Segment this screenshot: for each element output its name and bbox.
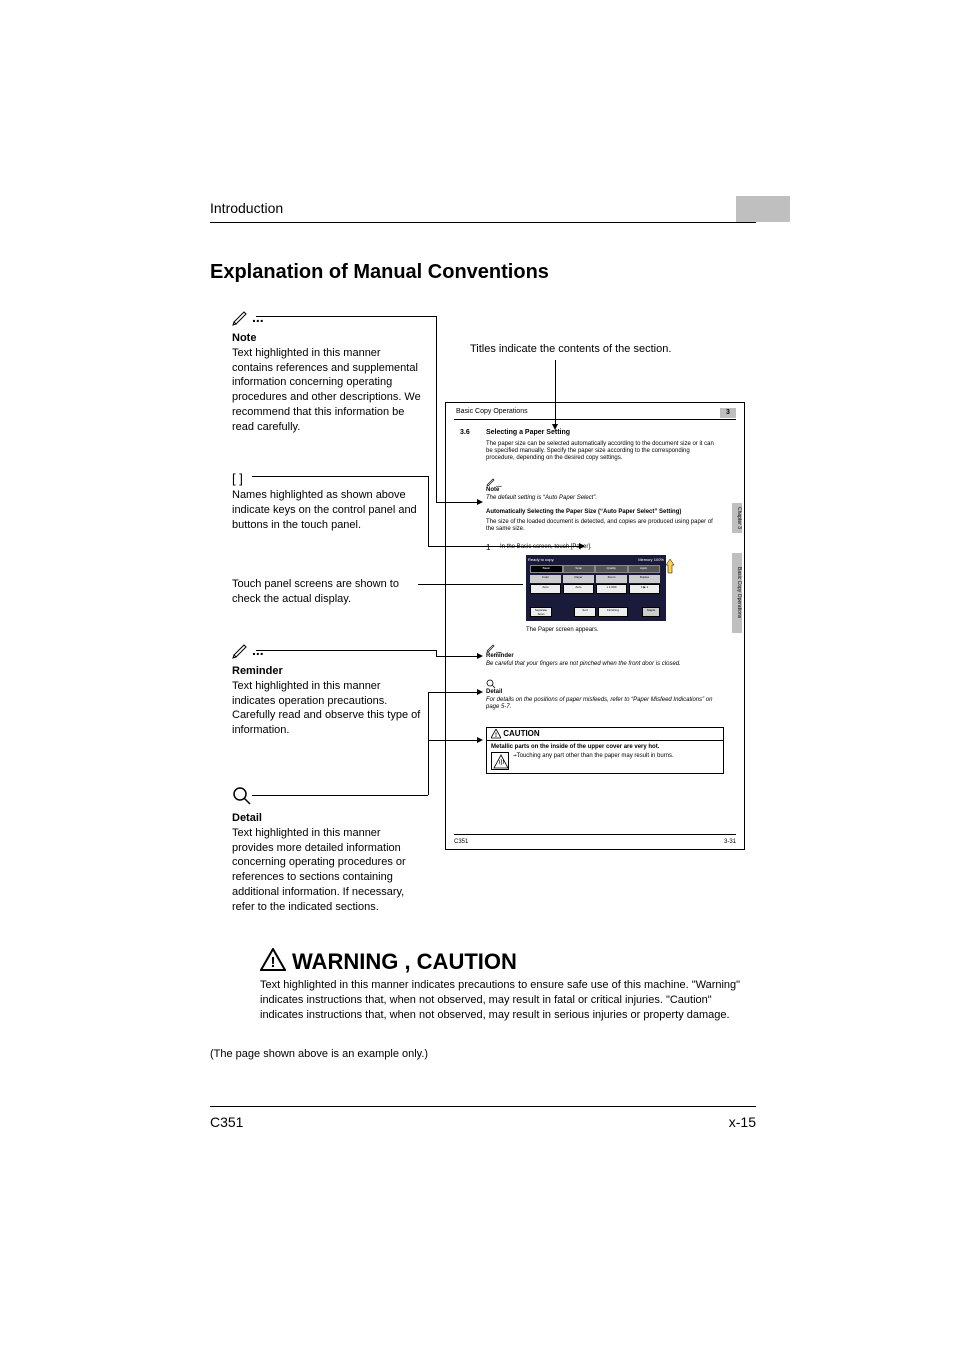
brackets-callout: [ ] Names highlighted as shown above ind…: [232, 470, 422, 532]
callout-connector: [256, 650, 436, 651]
callout-connector: [428, 476, 429, 546]
note-text: Text highlighted in this manner contains…: [232, 347, 421, 433]
footer-rule: [210, 1106, 756, 1107]
warning-icon: !: [260, 948, 286, 977]
sample-caution-box: ! CAUTION Metallic parts on the inside o…: [486, 727, 724, 774]
magnifier-icon: [232, 797, 252, 809]
callout-connector: [252, 795, 428, 796]
pen-icon: [232, 650, 252, 662]
sample-sec-title: Selecting a Paper Setting: [486, 429, 570, 436]
caution-head: ! CAUTION: [487, 728, 723, 741]
pen-icon: [232, 317, 252, 329]
rule: [454, 834, 736, 835]
sample-auto-title: Automatically Selecting the Paper Size (…: [486, 509, 722, 515]
sample-note-label: Note: [486, 487, 499, 493]
sample-step-text: In the Basic screen, touch [Paper].: [500, 544, 592, 551]
note-label: Note: [232, 332, 256, 344]
caution-label: CAUTION: [503, 729, 539, 738]
sample-running-head: Basic Copy Operations: [456, 408, 528, 415]
svg-text:!: !: [495, 733, 497, 739]
note-callout: ... Note Text highlighted in this manner…: [232, 308, 422, 435]
sample-reminder-label: Reminder: [486, 653, 514, 659]
callout-connector: [252, 476, 428, 477]
brackets-label: [ ]: [232, 471, 243, 486]
sample-reminder-text: Be careful that your fingers are not pin…: [486, 661, 722, 668]
pointer-arrow-icon: [666, 559, 674, 573]
caution-arrow-text: Touching any part other than the paper m…: [517, 753, 674, 759]
running-head: Introduction: [210, 200, 283, 216]
titles-note: Titles indicate the contents of the sect…: [470, 343, 671, 355]
sample-detail-text: For details on the positions of paper mi…: [486, 697, 722, 711]
rule: [454, 419, 736, 420]
reminder-callout: ... Reminder Text highlighted in this ma…: [232, 641, 422, 738]
callout-connector: [428, 692, 429, 795]
sample-step-num: 1: [486, 543, 490, 552]
example-note: (The page shown above is an example only…: [210, 1048, 428, 1060]
page-title: Explanation of Manual Conventions: [210, 261, 549, 284]
touchscreen-thumbnail: Ready to copy. Memory 100% Basic Scan Qu…: [526, 555, 666, 621]
sample-footer-model: C351: [454, 839, 468, 845]
sample-sec-num: 3.6: [460, 429, 470, 436]
hot-surface-icon: [491, 752, 509, 770]
footer-model: C351: [210, 1114, 243, 1130]
touchpanel-text: Touch panel screens are shown to check t…: [232, 578, 399, 605]
sample-footer-page: 3-31: [724, 839, 736, 845]
ellipsis: ...: [252, 309, 264, 325]
side-tab-section: Basic Copy Operations: [732, 553, 742, 633]
caution-bold: Metallic parts on the inside of the uppe…: [491, 744, 719, 750]
page: Introduction Explanation of Manual Conve…: [0, 0, 954, 1350]
detail-text: Text highlighted in this manner provides…: [232, 827, 406, 913]
sample-after-screen: The Paper screen appears.: [526, 627, 599, 634]
detail-callout: Detail Text highlighted in this manner p…: [232, 786, 422, 915]
side-tab-chapter: Chapter 3: [732, 503, 742, 533]
brackets-text: Names highlighted as shown above indicat…: [232, 489, 417, 531]
sample-page: Basic Copy Operations 3 3.6 Selecting a …: [445, 402, 745, 850]
detail-label: Detail: [232, 812, 262, 824]
footer-page: x-15: [729, 1114, 756, 1130]
sample-note-text: The default setting is “Auto Paper Selec…: [486, 495, 716, 502]
touchpanel-callout: Touch panel screens are shown to check t…: [232, 577, 422, 607]
sample-auto-body: The size of the loaded document is detec…: [486, 519, 722, 533]
svg-text:!: !: [271, 954, 276, 971]
sample-sec-body: The paper size can be selected automatic…: [486, 441, 718, 463]
warning-title: WARNING , CAUTION: [292, 949, 517, 975]
warning-body: Text highlighted in this manner indicate…: [260, 978, 750, 1023]
callout-connector: [256, 316, 436, 317]
callout-connector: [436, 316, 437, 502]
sample-chapter-badge: 3: [720, 408, 736, 418]
header-rule: [210, 222, 756, 223]
reminder-label: Reminder: [232, 665, 283, 677]
header-tab: [736, 196, 790, 222]
sample-detail-label: Detail: [486, 689, 502, 695]
reminder-text: Text highlighted in this manner indicate…: [232, 680, 420, 737]
